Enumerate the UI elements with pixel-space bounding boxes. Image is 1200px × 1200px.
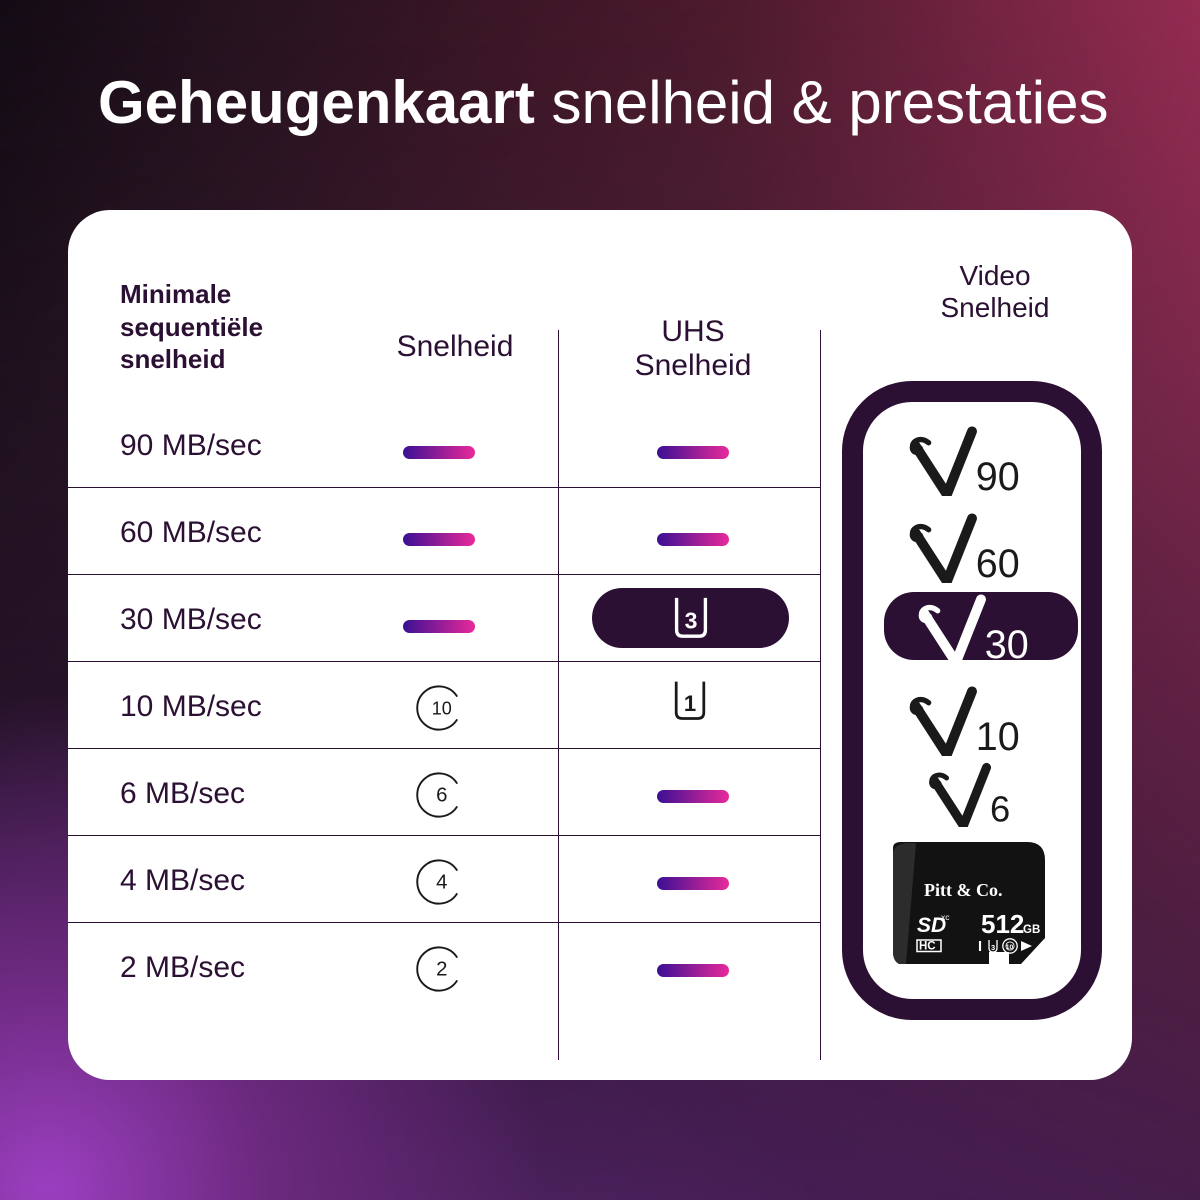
- svg-text:3: 3: [991, 943, 995, 952]
- svg-text:2: 2: [436, 959, 447, 981]
- svg-text:I: I: [978, 939, 982, 955]
- svg-text:6: 6: [990, 788, 1010, 827]
- svg-text:1: 1: [684, 691, 696, 716]
- svg-text:30: 30: [985, 623, 1029, 664]
- svg-text:4: 4: [436, 872, 447, 894]
- svg-text:HC: HC: [919, 941, 936, 953]
- svg-text:Pitt & Co.: Pitt & Co.: [924, 880, 1002, 900]
- svg-text:60: 60: [976, 542, 1020, 583]
- svg-text:xc: xc: [941, 912, 950, 922]
- svg-text:10: 10: [976, 715, 1020, 756]
- svg-text:3: 3: [684, 608, 697, 634]
- svg-text:512: 512: [981, 909, 1024, 939]
- svg-text:10: 10: [1006, 944, 1014, 951]
- svg-text:6: 6: [436, 785, 447, 807]
- svg-text:10: 10: [432, 699, 452, 719]
- svg-text:90: 90: [976, 455, 1020, 496]
- svg-text:GB: GB: [1023, 924, 1040, 936]
